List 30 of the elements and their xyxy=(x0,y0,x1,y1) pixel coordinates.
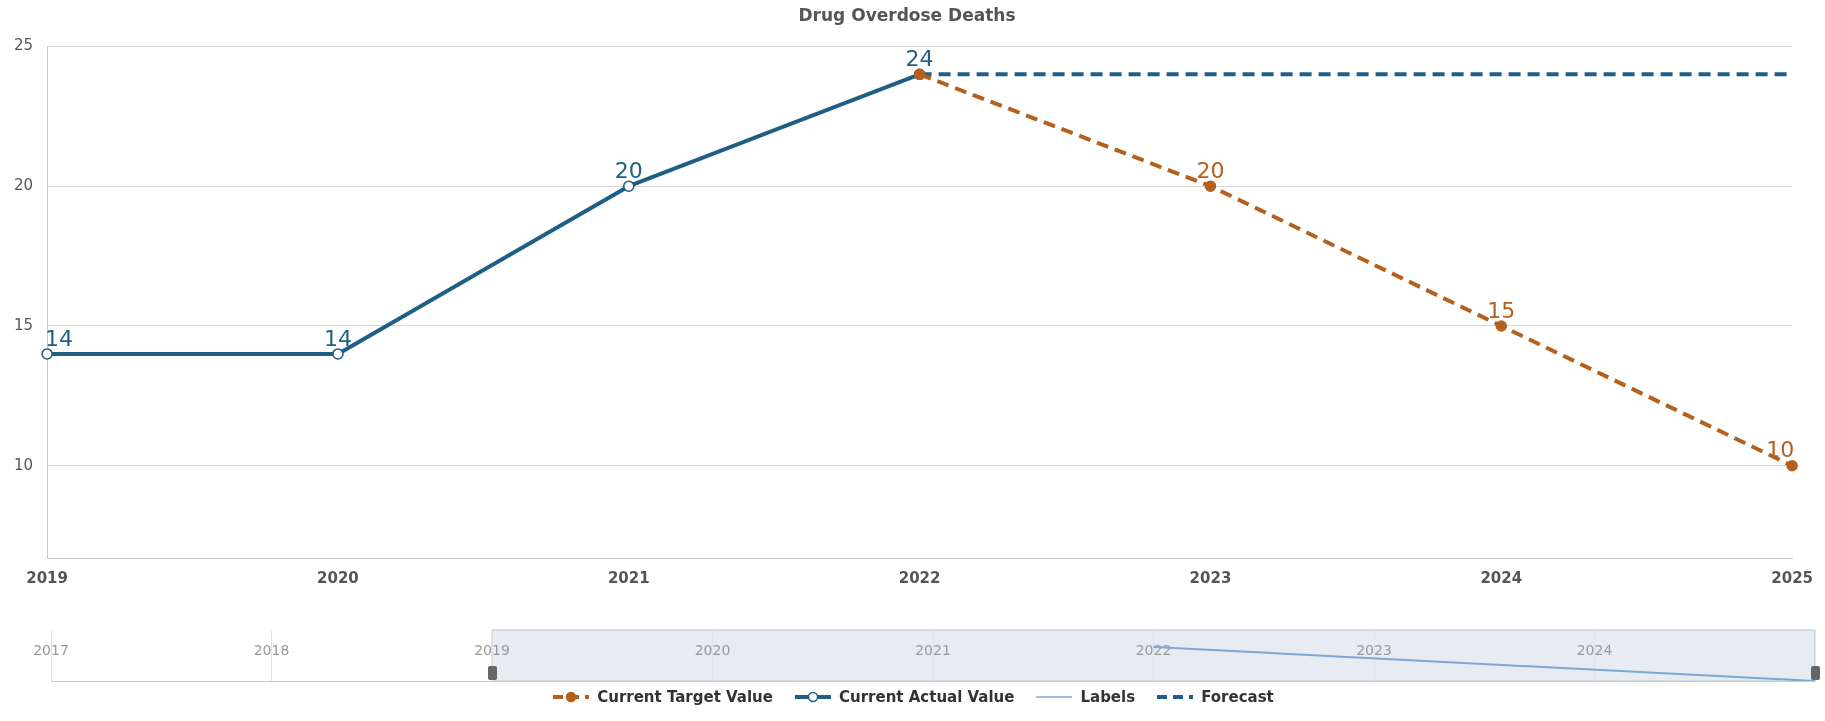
y-tick-label: 20 xyxy=(13,176,34,195)
y-tick-label: 25 xyxy=(13,36,34,55)
x-tick-label: 2022 xyxy=(898,568,941,587)
legend-label: Current Actual Value xyxy=(838,688,1015,706)
x-tick-label: 2021 xyxy=(607,568,650,587)
legend-label: Labels xyxy=(1080,688,1136,706)
x-tick-label: 2021 xyxy=(915,642,951,659)
data-label: 24 xyxy=(905,46,934,72)
x-tick-label: 2019 xyxy=(474,642,510,659)
y-tick-label: 15 xyxy=(13,315,34,334)
data-label: 20 xyxy=(1196,157,1225,183)
data-label: 15 xyxy=(1487,297,1516,323)
x-tick-label: 2023 xyxy=(1189,568,1232,587)
y-tick-label: 10 xyxy=(13,455,34,474)
x-tick-label: 2024 xyxy=(1576,642,1613,659)
x-tick-label: 2017 xyxy=(33,642,69,659)
x-tick-label: 2023 xyxy=(1356,642,1392,659)
x-tick-label: 2024 xyxy=(1480,568,1523,587)
data-label: 14 xyxy=(323,325,352,351)
legend-label: Forecast xyxy=(1201,688,1274,706)
x-tick-label: 2020 xyxy=(317,568,359,587)
data-label: 20 xyxy=(614,157,643,183)
x-tick-label: 2018 xyxy=(253,642,290,659)
x-tick-label: 2019 xyxy=(26,568,68,587)
x-tick-label: 2025 xyxy=(1771,568,1813,587)
chart-title: Drug Overdose Deaths xyxy=(798,4,1016,25)
x-tick-label: 2022 xyxy=(1135,642,1172,659)
legend-label: Current Target Value xyxy=(597,688,773,706)
x-tick-label: 2020 xyxy=(694,642,731,659)
data-label: 14 xyxy=(45,325,74,351)
